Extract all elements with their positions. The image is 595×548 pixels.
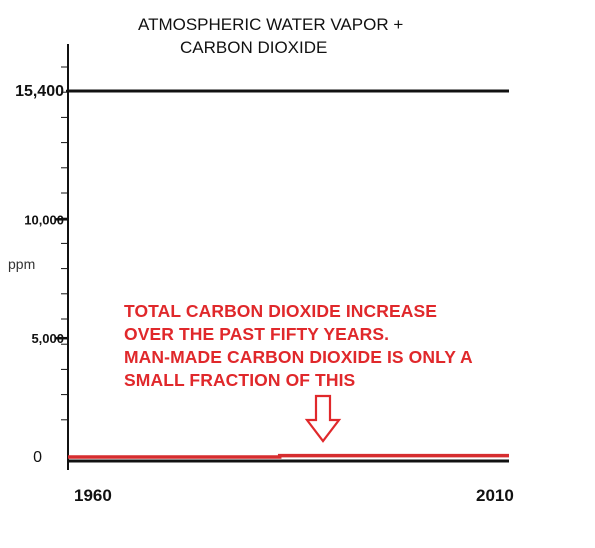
annotation-line-1: TOTAL CARBON DIOXIDE INCREASE bbox=[124, 301, 438, 321]
y-tick-label: 0 bbox=[33, 449, 42, 466]
y-tick-label: 5,000 bbox=[31, 331, 64, 346]
y-axis-label: ppm bbox=[8, 256, 35, 272]
y-tick-label: 10,000 bbox=[24, 212, 64, 227]
x-tick-label-start: 1960 bbox=[74, 486, 112, 505]
series-layer bbox=[68, 89, 509, 459]
chart-title-line-2: CARBON DIOXIDE bbox=[180, 38, 328, 57]
chart-title-line-1: ATMOSPHERIC WATER VAPOR + bbox=[138, 15, 404, 34]
y-minor-ticks bbox=[61, 66, 68, 421]
y-tick-label: 15,400 bbox=[15, 83, 64, 100]
annotation-line-2: OVER THE PAST FIFTY YEARS. bbox=[124, 324, 390, 344]
annotation-line-4: SMALL FRACTION OF THIS bbox=[124, 370, 356, 390]
y-tick-layer: 15,400 10,000 5,000 0 bbox=[15, 83, 68, 466]
annotation-line-3: MAN-MADE CARBON DIOXIDE IS ONLY A bbox=[124, 347, 473, 367]
series-line-1 bbox=[68, 453, 509, 459]
x-tick-label-end: 2010 bbox=[476, 486, 514, 505]
down-arrow-icon bbox=[304, 394, 342, 443]
